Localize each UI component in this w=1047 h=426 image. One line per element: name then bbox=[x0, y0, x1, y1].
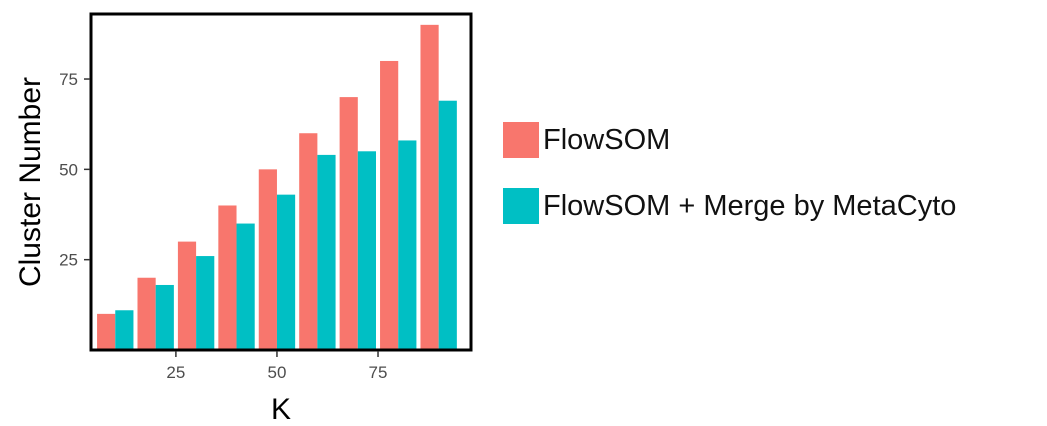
bar-flowsom-merge-k40 bbox=[236, 223, 255, 350]
bar-flowsom-merge-k70 bbox=[357, 151, 376, 350]
bar-flowsom-k70 bbox=[339, 97, 358, 350]
bar-flowsom-merge-k30 bbox=[196, 256, 215, 350]
legend-item-flowsom: FlowSOM bbox=[503, 118, 956, 162]
bar-flowsom-merge-k80 bbox=[398, 140, 417, 350]
plot-frame bbox=[89, 12, 473, 352]
legend-item-flowsom-merge: FlowSOM + Merge by MetaCyto bbox=[503, 184, 956, 228]
bar-flowsom-merge-k90 bbox=[438, 100, 457, 351]
y-tick-label: 75 bbox=[59, 70, 78, 89]
legend-swatch-flowsom bbox=[503, 122, 539, 158]
bar-flowsom-k10 bbox=[97, 313, 116, 350]
bar-flowsom-k40 bbox=[218, 205, 237, 350]
bar-flowsom-k60 bbox=[299, 133, 318, 350]
y-axis-label: Cluster Number bbox=[14, 77, 47, 287]
bar-flowsom-k90 bbox=[420, 24, 439, 351]
legend: FlowSOM FlowSOM + Merge by MetaCyto bbox=[503, 118, 956, 250]
x-tick-label: 75 bbox=[369, 363, 388, 382]
legend-swatch-flowsom-merge bbox=[503, 188, 539, 224]
bar-flowsom-merge-k20 bbox=[155, 284, 174, 350]
y-tick-label: 25 bbox=[59, 251, 78, 270]
bar-flowsom-merge-k60 bbox=[317, 154, 336, 350]
axis-ticks: 25 50 75 25 50 75 bbox=[59, 70, 387, 382]
bar-flowsom-k20 bbox=[137, 277, 156, 350]
legend-label-flowsom: FlowSOM bbox=[543, 123, 671, 156]
bar-flowsom-k50 bbox=[258, 169, 277, 350]
x-tick-label: 50 bbox=[267, 363, 286, 382]
bar-flowsom-merge-k10 bbox=[115, 310, 134, 350]
bar-flowsom-merge-k50 bbox=[276, 194, 296, 350]
y-tick-label: 50 bbox=[59, 160, 78, 179]
bars-group bbox=[97, 24, 457, 351]
x-tick-label: 25 bbox=[166, 363, 185, 382]
bar-flowsom-k80 bbox=[380, 60, 399, 350]
bar-flowsom-k30 bbox=[177, 241, 197, 350]
x-axis-label: K bbox=[271, 393, 291, 426]
legend-label-flowsom-merge: FlowSOM + Merge by MetaCyto bbox=[543, 189, 957, 222]
